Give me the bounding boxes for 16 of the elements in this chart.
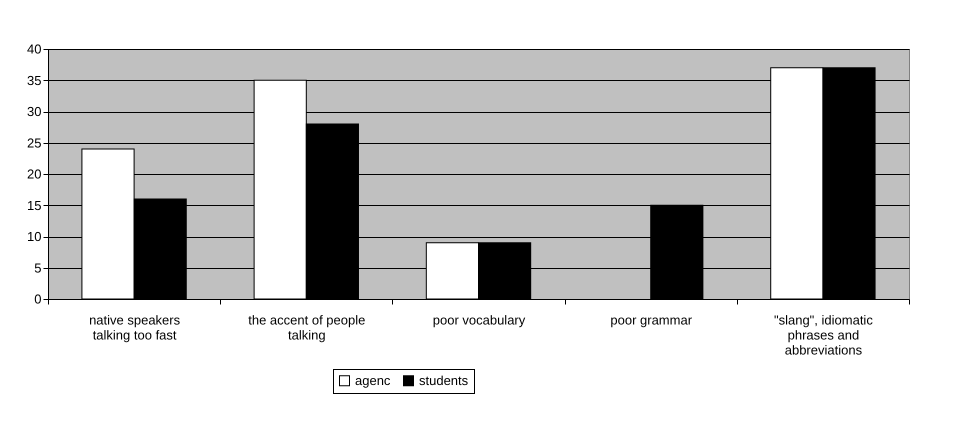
x-tick-label: "slang", idiomatic phrases and abbreviations bbox=[774, 312, 874, 358]
y-tick-label: 20 bbox=[27, 166, 42, 182]
y-tick-label: 30 bbox=[27, 104, 42, 119]
legend-label: agenc bbox=[355, 372, 391, 388]
y-tick-label: 0 bbox=[34, 292, 42, 306]
y-tick-label: 15 bbox=[27, 198, 42, 213]
x-tick-label: poor vocabulary bbox=[432, 312, 526, 328]
y-tick-label: 40 bbox=[27, 42, 42, 56]
x-tick-label: native speakers talking too fast bbox=[89, 312, 181, 342]
legend-label: students bbox=[419, 372, 469, 388]
y-tick-label: 25 bbox=[27, 135, 42, 150]
y-tick-label: 5 bbox=[34, 260, 42, 276]
y-tick-label: 10 bbox=[27, 229, 42, 244]
y-tick-label: 35 bbox=[27, 72, 42, 88]
x-tick-label: poor grammar bbox=[610, 312, 693, 328]
x-tick-label: the accent of people talking bbox=[248, 312, 366, 342]
